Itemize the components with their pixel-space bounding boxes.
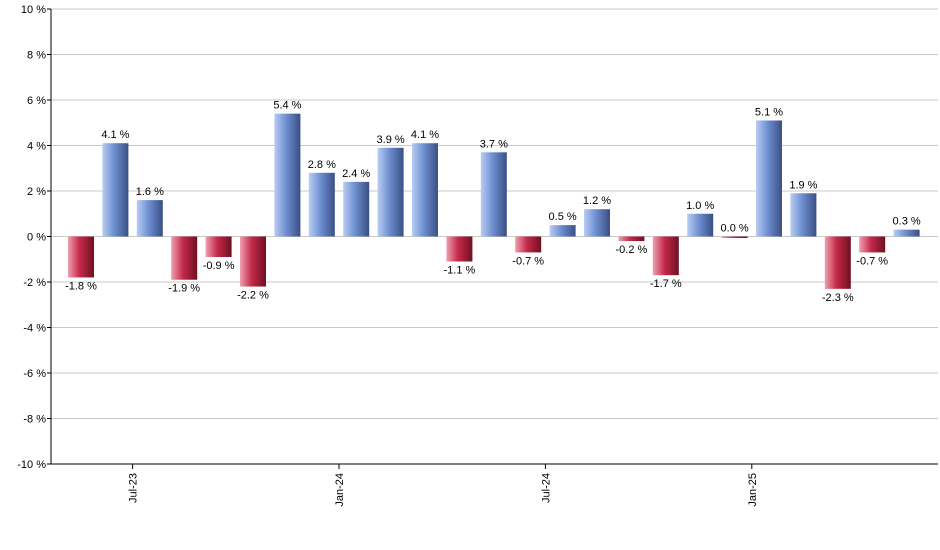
- bar-negative: [68, 236, 94, 278]
- data-label: 4.1 %: [101, 129, 129, 141]
- data-label: 0.0 %: [721, 223, 749, 235]
- bar-positive: [412, 143, 438, 237]
- bar-positive: [274, 113, 301, 237]
- y-tick-label: 8 %: [27, 50, 46, 62]
- bar-negative: [515, 236, 542, 253]
- bar-negative: [824, 236, 851, 289]
- y-tick-label: 2 %: [27, 186, 46, 198]
- data-label: 1.2 %: [583, 195, 611, 207]
- x-tick-label: Jan-25: [747, 473, 759, 507]
- data-label: -1.9 %: [168, 283, 200, 295]
- y-tick-label: -10 %: [17, 459, 46, 471]
- x-tick-label: Jan-24: [334, 473, 346, 507]
- bars: [68, 113, 920, 289]
- bar-negative: [652, 236, 679, 276]
- data-label: 4.1 %: [411, 129, 439, 141]
- data-label: 0.3 %: [893, 216, 921, 228]
- data-label: 3.9 %: [377, 134, 405, 146]
- data-label: -1.1 %: [444, 265, 476, 277]
- y-tick-label: -4 %: [23, 323, 46, 335]
- y-tick-label: -2 %: [23, 277, 46, 289]
- bar-negative: [171, 236, 198, 280]
- data-label: 1.9 %: [789, 179, 817, 191]
- x-tick-label: Jul-24: [540, 473, 552, 503]
- bar-negative: [859, 236, 886, 253]
- data-label: 5.1 %: [755, 106, 783, 118]
- data-label: 3.7 %: [480, 138, 508, 150]
- bar-positive: [584, 209, 610, 237]
- data-label: -1.8 %: [65, 280, 97, 292]
- data-label: 0.5 %: [549, 211, 577, 223]
- y-tick-label: 0 %: [27, 232, 46, 244]
- data-label: 1.6 %: [136, 186, 164, 198]
- bar-negative: [721, 236, 748, 238]
- bar-positive: [480, 152, 507, 237]
- x-tick-label: Jul-23: [128, 473, 140, 503]
- data-label: -0.2 %: [616, 244, 648, 256]
- bar-positive: [756, 120, 782, 237]
- data-label: -0.7 %: [512, 255, 544, 267]
- bar-positive: [102, 143, 129, 237]
- bar-positive: [549, 225, 576, 237]
- bar-negative: [205, 236, 232, 257]
- bar-positive: [343, 181, 370, 237]
- bar-positive: [136, 200, 163, 237]
- data-label: 2.8 %: [308, 159, 336, 171]
- axes: 10 % 8 % 6 % 4 % 2 % 0 % -2 % -4 % -6 % -8 % -10 %…: [17, 4, 938, 507]
- bar-positive: [377, 147, 404, 237]
- bar-positive: [308, 172, 335, 237]
- y-tick-label: 10 %: [21, 4, 46, 16]
- bar-positive: [790, 193, 817, 237]
- data-label: 2.4 %: [342, 168, 370, 180]
- data-labels: -1.8 % 4.1 % 1.6 % -1.9 %-0.9 % -2.2 % 5.4 % 2…: [65, 100, 921, 304]
- bar-negative: [618, 236, 645, 242]
- data-label: -0.7 %: [856, 255, 888, 267]
- data-label: -2.3 %: [822, 292, 854, 304]
- bar-negative: [446, 236, 473, 262]
- y-tick-label: 6 %: [27, 95, 46, 107]
- y-tick-label: 4 %: [27, 141, 46, 153]
- data-label: -2.2 %: [237, 290, 269, 302]
- y-tick-label: -6 %: [23, 368, 46, 380]
- y-tick-label: -8 %: [23, 414, 46, 426]
- data-label: -0.9 %: [203, 260, 235, 272]
- bar-positive: [893, 229, 920, 237]
- bar-positive: [687, 213, 714, 237]
- bar-negative: [240, 236, 266, 287]
- data-label: 1.0 %: [686, 200, 714, 212]
- data-label: 5.4 %: [273, 100, 301, 112]
- data-label: -1.7 %: [650, 278, 682, 290]
